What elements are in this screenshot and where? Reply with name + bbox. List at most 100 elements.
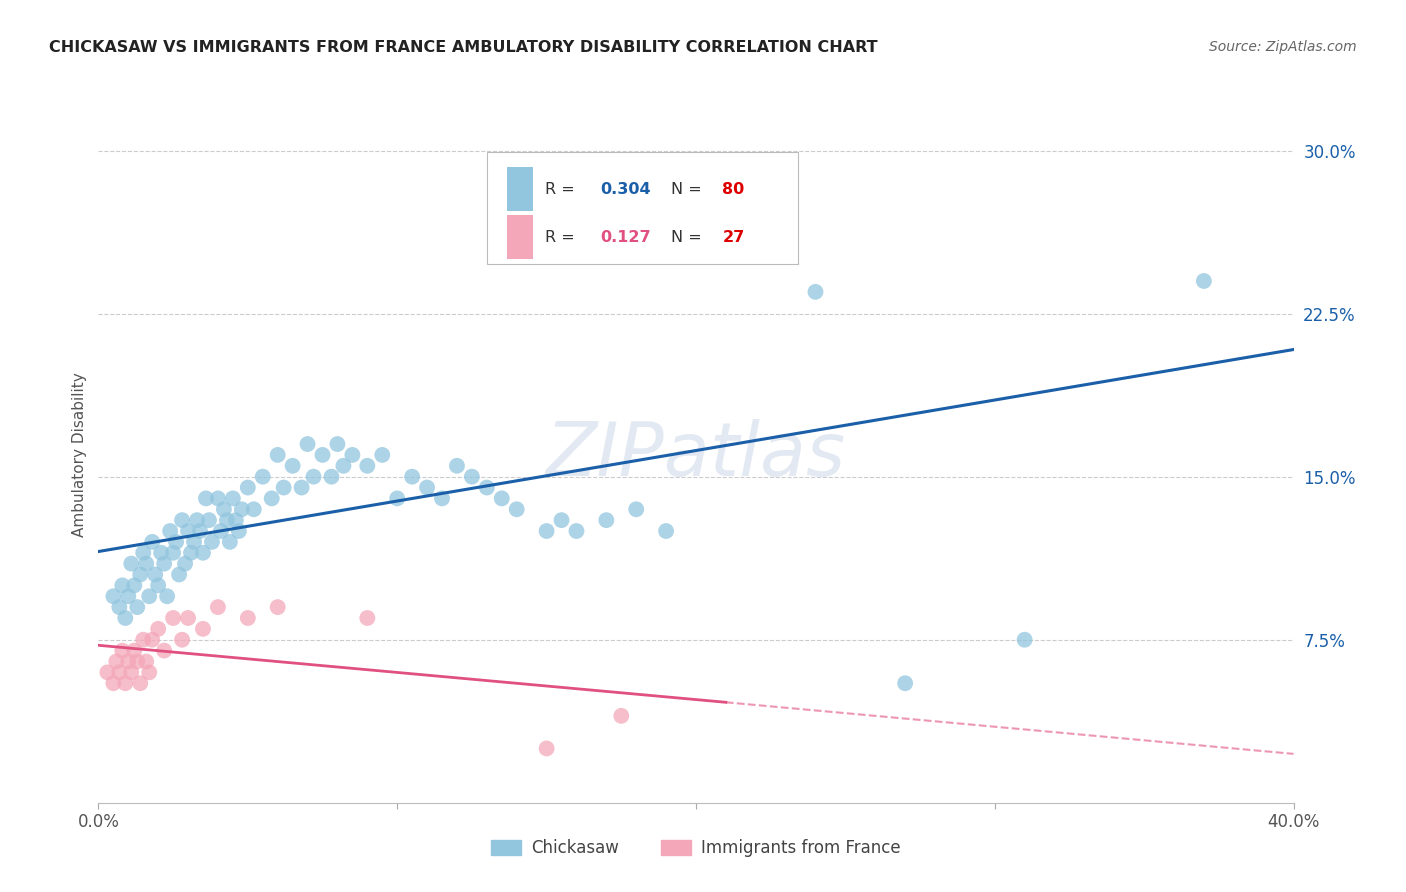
Point — [103, 589, 125, 603]
Point — [165, 534, 187, 549]
Point — [1014, 632, 1036, 647]
Point — [105, 655, 128, 669]
FancyBboxPatch shape — [486, 153, 797, 264]
Text: CHICKASAW VS IMMIGRANTS FROM FRANCE AMBULATORY DISABILITY CORRELATION CHART: CHICKASAW VS IMMIGRANTS FROM FRANCE AMBU… — [49, 40, 877, 55]
Point — [536, 741, 558, 756]
Point — [132, 546, 155, 560]
Point — [231, 502, 253, 516]
Point — [281, 458, 304, 473]
Point — [342, 448, 364, 462]
Point — [302, 469, 325, 483]
Point — [228, 524, 250, 538]
Point — [195, 491, 218, 506]
Point — [506, 502, 529, 516]
Point — [174, 557, 197, 571]
Point — [225, 513, 247, 527]
Point — [150, 546, 173, 560]
Point — [804, 285, 827, 299]
Point — [117, 589, 139, 603]
Text: ZIPatlas: ZIPatlas — [546, 419, 846, 491]
Legend: Chickasaw, Immigrants from France: Chickasaw, Immigrants from France — [485, 833, 907, 864]
Point — [135, 557, 157, 571]
Point — [188, 524, 211, 538]
Point — [183, 534, 205, 549]
Point — [138, 589, 160, 603]
Point — [117, 655, 139, 669]
Point — [198, 513, 221, 527]
Point — [120, 557, 142, 571]
Point — [371, 448, 394, 462]
Point — [565, 524, 588, 538]
Point — [111, 643, 134, 657]
Point — [252, 469, 274, 483]
Point — [153, 643, 176, 657]
Point — [201, 534, 224, 549]
Point — [153, 557, 176, 571]
Point — [207, 491, 229, 506]
Point — [162, 611, 184, 625]
Point — [143, 567, 166, 582]
Point — [172, 513, 194, 527]
Point — [127, 600, 149, 615]
Point — [108, 665, 131, 680]
Point — [96, 665, 118, 680]
Point — [159, 524, 181, 538]
Point — [180, 546, 202, 560]
Point — [129, 676, 152, 690]
Point — [550, 513, 572, 527]
Point — [894, 676, 917, 690]
Point — [212, 502, 235, 516]
Point — [172, 632, 194, 647]
Point — [321, 469, 343, 483]
Bar — [508, 167, 533, 211]
Text: Source: ZipAtlas.com: Source: ZipAtlas.com — [1209, 40, 1357, 54]
Bar — [508, 215, 533, 259]
Point — [138, 665, 160, 680]
Text: 0.304: 0.304 — [600, 182, 651, 196]
Point — [356, 611, 378, 625]
Point — [111, 578, 134, 592]
Point — [156, 589, 179, 603]
Point — [219, 534, 242, 549]
Point — [1192, 274, 1215, 288]
Point — [207, 600, 229, 615]
Point — [326, 437, 349, 451]
Point — [685, 209, 707, 223]
Point — [243, 502, 266, 516]
Point — [595, 513, 617, 527]
Point — [103, 676, 125, 690]
Point — [260, 491, 283, 506]
Point — [148, 578, 170, 592]
Point — [297, 437, 319, 451]
Point — [311, 448, 333, 462]
Point — [124, 578, 146, 592]
Point — [215, 513, 238, 527]
Point — [129, 567, 152, 582]
Point — [114, 676, 136, 690]
Point — [273, 481, 295, 495]
Text: R =: R = — [546, 182, 575, 196]
Point — [655, 524, 678, 538]
Point — [124, 643, 146, 657]
Point — [177, 524, 200, 538]
Point — [267, 600, 290, 615]
Point — [291, 481, 314, 495]
Point — [610, 708, 633, 723]
Text: 0.127: 0.127 — [600, 229, 651, 244]
Point — [475, 481, 498, 495]
Point — [385, 491, 409, 506]
Point — [167, 567, 190, 582]
Point — [332, 458, 354, 473]
Text: 27: 27 — [723, 229, 745, 244]
Point — [461, 469, 484, 483]
Point — [446, 458, 468, 473]
Point — [626, 502, 648, 516]
Point — [177, 611, 200, 625]
Point — [162, 546, 184, 560]
Point — [401, 469, 423, 483]
Point — [491, 491, 513, 506]
Point — [430, 491, 453, 506]
Point — [267, 448, 290, 462]
Point — [236, 611, 259, 625]
Point — [148, 622, 170, 636]
